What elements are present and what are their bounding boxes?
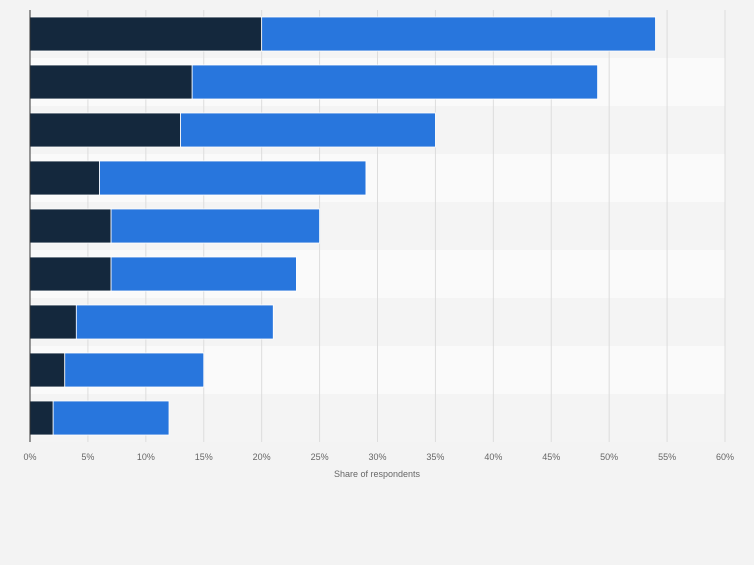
bar-segment xyxy=(29,112,181,148)
x-tick-label: 55% xyxy=(658,452,676,462)
bar-segment xyxy=(52,400,170,436)
bar-segment xyxy=(29,400,54,436)
bar-segment xyxy=(64,352,205,388)
x-tick-label: 50% xyxy=(600,452,618,462)
x-tick-label: 10% xyxy=(137,452,155,462)
bar-segment xyxy=(75,304,274,340)
x-tick-label: 20% xyxy=(253,452,271,462)
bar-segment xyxy=(29,304,77,340)
x-tick-label: 30% xyxy=(368,452,386,462)
x-tick-label: 35% xyxy=(426,452,444,462)
x-tick-label: 25% xyxy=(311,452,329,462)
bar-segment xyxy=(29,352,66,388)
x-tick-label: 45% xyxy=(542,452,560,462)
x-tick-label: 5% xyxy=(81,452,94,462)
bar-segment xyxy=(261,16,656,52)
bar-segment xyxy=(29,64,193,100)
bar-segment xyxy=(29,208,112,244)
x-axis-label: Share of respondents xyxy=(334,469,421,479)
bars xyxy=(29,16,656,436)
x-tick-label: 0% xyxy=(23,452,36,462)
bar-segment xyxy=(110,208,320,244)
bar-segment xyxy=(29,256,112,292)
bar-segment xyxy=(110,256,297,292)
bar-segment xyxy=(180,112,436,148)
bar-segment xyxy=(29,160,100,196)
bar-segment xyxy=(99,160,367,196)
bar-segment xyxy=(191,64,598,100)
x-tick-label: 60% xyxy=(716,452,734,462)
x-tick-label: 15% xyxy=(195,452,213,462)
x-axis: 0% 5% 10% 15% 20% 25% 30% 35% 40% 45% 50% 55% 60% xyxy=(23,10,734,462)
x-tick-label: 40% xyxy=(484,452,502,462)
bar-segment xyxy=(29,16,263,52)
